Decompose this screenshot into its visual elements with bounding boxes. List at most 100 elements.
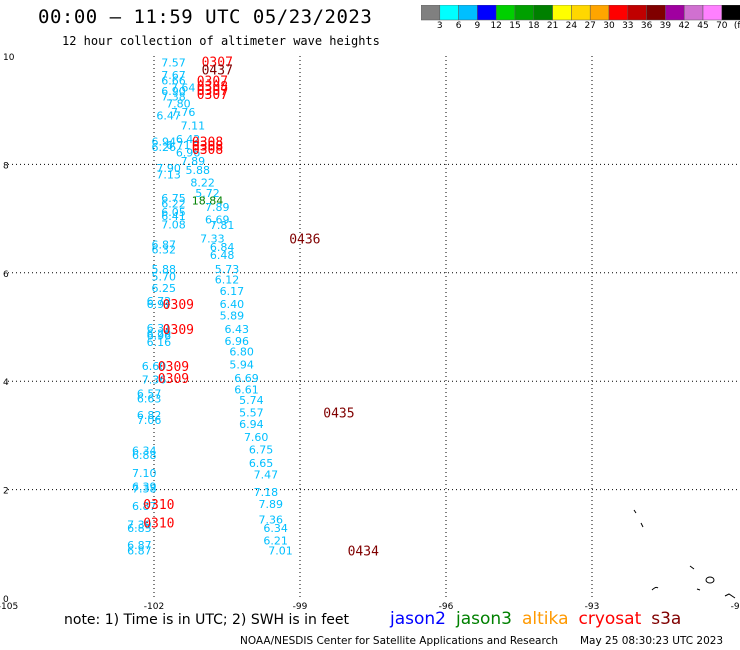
pass-time-label: 0307	[202, 55, 233, 70]
wave-height-label: 5.72	[195, 187, 220, 200]
wave-height-label: 6.40	[220, 298, 245, 311]
pass-time-label: 0434	[348, 544, 379, 559]
colorbar-label: 42	[678, 21, 690, 31]
colorbar-label: 30	[603, 21, 615, 31]
wave-height-label: 6.32	[151, 243, 176, 256]
legend-cryosat: cryosat	[578, 609, 642, 629]
wave-height-label: 6.17	[220, 285, 245, 298]
wave-height-label: 7.90	[156, 162, 181, 175]
colorbar-swatch	[721, 5, 740, 21]
wave-height-label: 7.36	[259, 513, 284, 526]
wave-height-label: 6.75	[161, 192, 186, 205]
wave-height-label: 6.85	[127, 522, 152, 535]
wave-height-label: 6.65	[249, 457, 274, 470]
pass-time-label: 0309	[158, 360, 189, 375]
coastline-outline	[633, 509, 736, 599]
wave-height-label: 6.87	[127, 539, 152, 552]
wave-height-label: 6.25	[151, 282, 176, 295]
wave-height-label: 7.10	[132, 467, 157, 480]
colorbar-label: 9	[474, 21, 481, 31]
satellite-legend: jason2 jason3 altika cryosat s3a	[390, 609, 691, 629]
wave-height-label: 7.38	[132, 483, 157, 496]
wave-height-label: 6.96	[176, 146, 201, 159]
colorbar-label: (ft)	[733, 21, 740, 31]
colorbar-label: 24	[565, 21, 578, 31]
wave-height-label: 7.89	[205, 201, 230, 214]
pass-time-label: 0309	[163, 323, 194, 338]
wave-height-label: 6.57	[137, 388, 162, 401]
generation-timestamp: May 25 08:30:23 UTC 2023	[580, 635, 724, 647]
wave-height-label: 6.05	[161, 206, 186, 219]
legend-altika: altika	[522, 609, 569, 629]
legend-jason2: jason2	[390, 609, 446, 629]
x-tick-label: -99	[293, 602, 308, 610]
wave-height-label: 7.33	[200, 233, 225, 246]
pass-time-label: 0307	[197, 88, 228, 103]
colorbar-label: 6	[455, 21, 462, 31]
wave-height-label: 7.06	[137, 414, 162, 427]
colorbar	[421, 5, 740, 21]
wave-height-label: 5.57	[239, 407, 264, 420]
wave-height-label: 6.39	[132, 480, 157, 493]
chart-subtitle: 12 hour collection of altimeter wave hei…	[62, 34, 380, 48]
pass-time-label: 0436	[289, 233, 320, 248]
wave-height-label: 5.94	[229, 358, 254, 371]
x-tick-label: -105	[0, 602, 18, 610]
wave-height-label: 6.97	[147, 298, 172, 311]
wave-height-label: 6.41	[161, 210, 186, 223]
wave-height-label: 6.87	[127, 544, 152, 557]
wave-height-label: 7.36	[142, 374, 167, 387]
wave-height-label: 6.72	[147, 295, 172, 308]
wave-height-label: 5.89	[220, 310, 245, 323]
wave-height-label: 6.69	[234, 372, 259, 385]
wave-height-label: 5.88	[186, 164, 211, 177]
wave-height-label: 5.88	[151, 263, 176, 276]
wave-height-label: 6.80	[229, 345, 254, 358]
wave-height-label: 6.47	[156, 110, 181, 123]
wave-height-label: 6.26	[151, 141, 176, 154]
wave-height-label: 6.87	[132, 500, 157, 513]
wave-height-label: 6.43	[224, 323, 249, 336]
wave-height-label: 6.66	[161, 74, 186, 87]
y-tick-label: 2	[3, 487, 9, 497]
wave-height-label: 6.34	[132, 445, 157, 458]
pass-time-label: 0310	[143, 498, 174, 513]
wave-height-label: 7.01	[268, 544, 293, 557]
y-tick-label: 0	[3, 595, 9, 605]
colorbar-label: 36	[640, 21, 653, 31]
chart-title: 00:00 — 11:59 UTC 05/23/2023	[38, 6, 373, 28]
pass-time-label: 0308	[192, 136, 223, 151]
y-tick-label: 10	[3, 53, 15, 63]
colorbar-label: 18	[528, 21, 540, 31]
wave-height-label: 7.18	[254, 486, 279, 499]
wave-height-label: 6.60	[142, 360, 167, 373]
wave-height-label: 7.64	[171, 81, 196, 94]
colorbar-label: 33	[622, 21, 634, 31]
pass-time-label: 0435	[323, 407, 354, 422]
wave-height-label: 6.94	[239, 418, 264, 431]
wave-height-label: 8.22	[190, 176, 215, 189]
pass-time-label: 0308	[192, 143, 223, 158]
pass-time-label: 0309	[163, 298, 194, 313]
wave-height-label: 6.29	[147, 328, 172, 341]
colorbar-label: 39	[659, 21, 672, 31]
pass-time-label: 0307	[197, 84, 228, 99]
wave-height-label: 7.81	[210, 219, 235, 232]
wave-height-label: 6.96	[147, 330, 172, 343]
wave-height-label: 7.39	[127, 518, 152, 531]
wave-height-label: 6.75	[249, 443, 274, 456]
wave-height-label: 7.80	[166, 98, 191, 111]
wave-height-label: 18.84	[192, 195, 224, 208]
colorbar-label: 70	[716, 21, 728, 31]
wave-height-label: 6.84	[210, 241, 235, 254]
wave-height-label: 6.61	[234, 383, 259, 396]
wave-height-label: 5.73	[215, 263, 240, 276]
wave-height-label: 7.76	[171, 106, 196, 119]
legend-jason3: jason3	[456, 609, 512, 629]
wave-height-label: 7.89	[259, 498, 284, 511]
plot-area: 0246810-105-102-99-96-93-907.577.676.667…	[0, 53, 740, 610]
wave-height-label: 7.47	[254, 468, 279, 481]
credit-line: NOAA/NESDIS Center for Satellite Applica…	[240, 635, 558, 647]
wave-height-label: 7.67	[161, 69, 186, 82]
wave-height-label: 6.22	[161, 197, 186, 210]
